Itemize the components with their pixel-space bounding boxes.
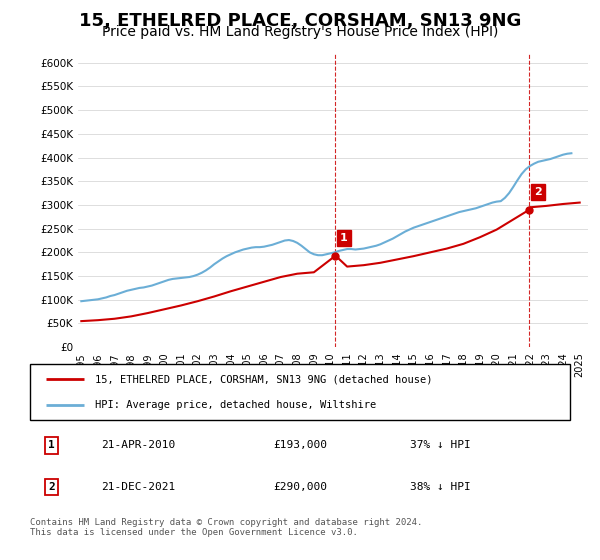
Text: 15, ETHELRED PLACE, CORSHAM, SN13 9NG: 15, ETHELRED PLACE, CORSHAM, SN13 9NG <box>79 12 521 30</box>
Text: £193,000: £193,000 <box>273 440 327 450</box>
Text: 2: 2 <box>534 186 542 197</box>
Text: 38% ↓ HPI: 38% ↓ HPI <box>410 482 471 492</box>
Text: 1: 1 <box>48 440 55 450</box>
Text: 21-APR-2010: 21-APR-2010 <box>101 440 175 450</box>
Text: 37% ↓ HPI: 37% ↓ HPI <box>410 440 471 450</box>
Text: 1: 1 <box>340 232 347 242</box>
Text: HPI: Average price, detached house, Wiltshire: HPI: Average price, detached house, Wilt… <box>95 400 376 410</box>
Text: £290,000: £290,000 <box>273 482 327 492</box>
Text: 15, ETHELRED PLACE, CORSHAM, SN13 9NG (detached house): 15, ETHELRED PLACE, CORSHAM, SN13 9NG (d… <box>95 374 432 384</box>
Text: 21-DEC-2021: 21-DEC-2021 <box>101 482 175 492</box>
FancyBboxPatch shape <box>30 364 570 420</box>
Text: 2: 2 <box>48 482 55 492</box>
Text: Price paid vs. HM Land Registry's House Price Index (HPI): Price paid vs. HM Land Registry's House … <box>102 25 498 39</box>
Text: Contains HM Land Registry data © Crown copyright and database right 2024.
This d: Contains HM Land Registry data © Crown c… <box>30 518 422 538</box>
